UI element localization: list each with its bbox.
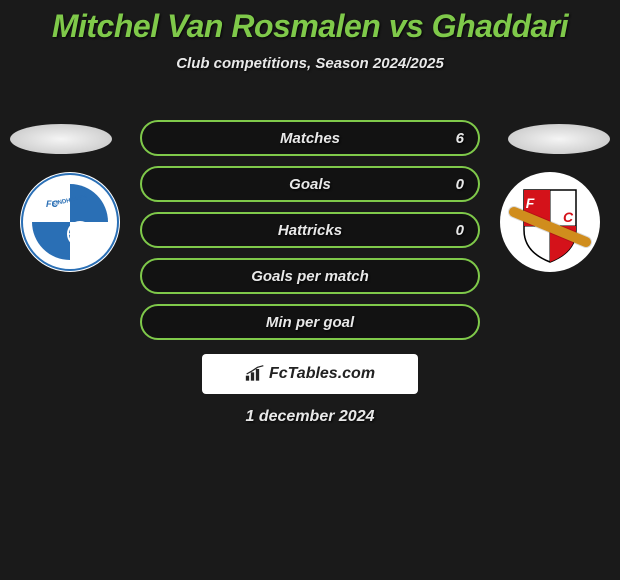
page-title: Mitchel Van Rosmalen vs Ghaddari <box>0 0 620 45</box>
stat-label: Goals per match <box>251 268 369 285</box>
stat-right-value: 0 <box>456 176 464 193</box>
stat-label: Matches <box>280 130 340 147</box>
stats-container: Matches 6 Goals 0 Hattricks 0 Goals per … <box>140 120 480 350</box>
branding-badge: FcTables.com <box>202 354 418 394</box>
stat-right-value: 6 <box>456 130 464 147</box>
subtitle: Club competitions, Season 2024/2025 <box>0 55 620 72</box>
stat-label: Min per goal <box>266 314 354 331</box>
team-logo-right: F C <box>500 172 600 272</box>
stat-row-hattricks: Hattricks 0 <box>140 212 480 248</box>
player-photo-left <box>10 124 112 154</box>
stat-row-min-per-goal: Min per goal <box>140 304 480 340</box>
player-photo-right <box>508 124 610 154</box>
stat-row-goals-per-match: Goals per match <box>140 258 480 294</box>
branding-text: FcTables.com <box>269 365 375 383</box>
chart-icon <box>245 365 265 383</box>
svg-text:F: F <box>526 195 535 211</box>
stat-label: Hattricks <box>278 222 342 239</box>
svg-text:C: C <box>563 209 574 225</box>
team-logo-left: FC EINDHOVEN <box>20 172 120 272</box>
stat-label: Goals <box>289 176 331 193</box>
date-text: 1 december 2024 <box>246 408 375 426</box>
stat-row-matches: Matches 6 <box>140 120 480 156</box>
stat-row-goals: Goals 0 <box>140 166 480 202</box>
stat-right-value: 0 <box>456 222 464 239</box>
